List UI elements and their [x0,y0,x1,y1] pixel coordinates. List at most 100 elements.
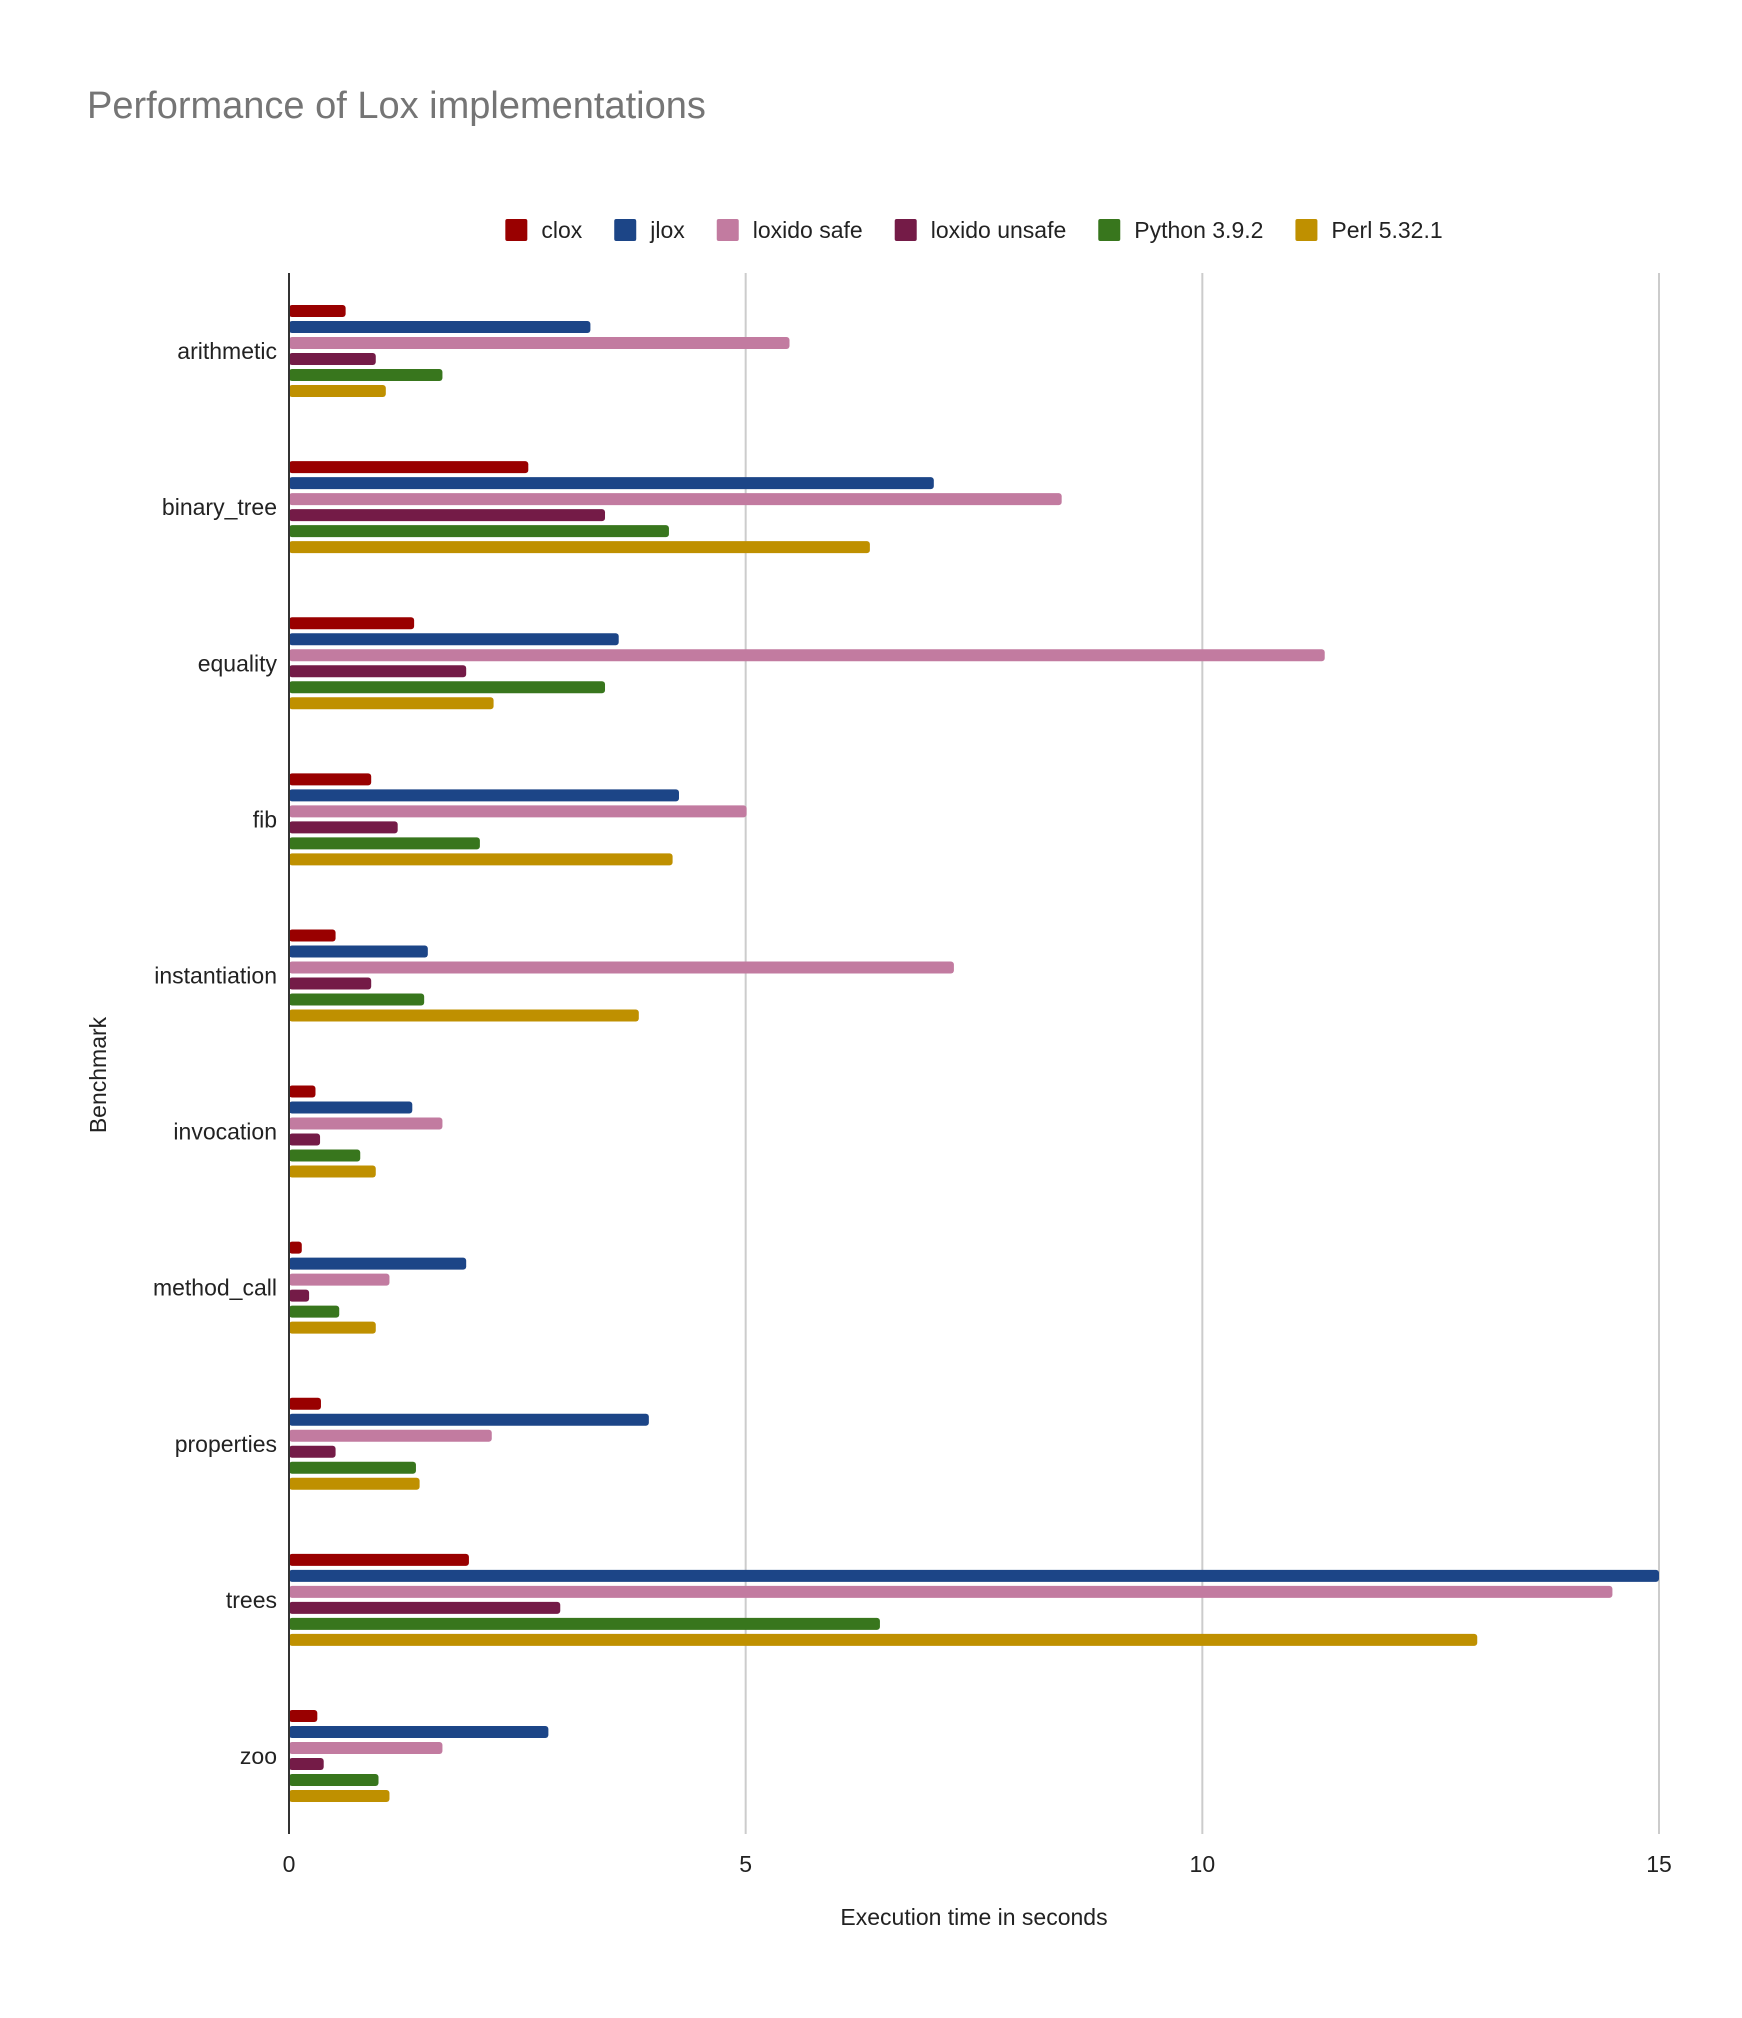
bar [289,961,954,974]
bar [289,1633,1478,1646]
x-axis-label: Execution time in seconds [840,1904,1107,1930]
bar [289,1305,340,1318]
category-label: arithmetic [177,338,277,364]
x-tick-label: 5 [739,1851,752,1877]
bar [289,1257,467,1270]
bar [289,1789,390,1802]
bar [289,337,790,350]
bar [289,1085,316,1098]
legend-swatch [614,219,637,241]
bar [289,1149,361,1162]
bar [289,1101,413,1114]
bar [289,321,591,334]
legend-swatch [894,219,917,241]
legend-label: loxido unsafe [931,217,1067,243]
bar [289,697,494,710]
bar [289,1413,649,1426]
x-tick-label: 10 [1190,1851,1216,1877]
bar [289,477,934,490]
bar [289,805,747,818]
bar [289,305,346,318]
gridlines [744,273,1660,1834]
legend-item: Python 3.9.2 [1098,217,1263,243]
bars [289,305,1659,1802]
legend-label: clox [541,217,582,243]
legend-item: loxido safe [716,217,863,243]
category-label: binary_tree [162,494,277,520]
x-tick-label: 0 [283,1851,296,1877]
legend-item: clox [505,217,583,243]
category-label: method_call [153,1275,277,1301]
bar [289,1477,420,1490]
bar [289,1773,379,1786]
bar [289,789,679,802]
bar [289,1461,416,1474]
y-axis-label: Benchmark [85,1016,111,1133]
bar [289,1757,324,1770]
bar [289,353,376,366]
bar [289,1585,1613,1598]
bar [289,1553,469,1566]
bar [289,821,398,834]
bar [289,837,480,850]
bar [289,993,425,1006]
category-label: invocation [173,1119,277,1145]
bar [289,493,1062,506]
legend-label: Python 3.9.2 [1134,217,1263,243]
bar [289,461,529,474]
category-label: trees [226,1587,277,1613]
bar [289,1569,1659,1582]
bar [289,1397,321,1410]
legend-item: Perl 5.32.1 [1295,217,1443,243]
bar [289,1725,549,1738]
category-labels: arithmetic binary_tree equality fib instanti… [153,338,278,1769]
bar [289,541,870,554]
bar [289,665,467,678]
legend-label: Perl 5.32.1 [1331,217,1442,243]
bar [289,853,673,866]
bar [289,929,336,942]
bar [289,617,415,630]
bar [289,1709,318,1722]
bar [289,1617,880,1630]
bar [289,1321,376,1334]
legend-swatch [716,219,739,241]
legend-item: jlox [614,217,685,243]
category-label: zoo [240,1743,277,1769]
legend-swatch [505,219,528,241]
category-label: instantiation [154,962,277,988]
bar [289,1445,336,1458]
bar [289,977,372,990]
bar [289,369,443,382]
bar [289,1165,376,1178]
category-label: properties [175,1431,277,1457]
bar [289,509,606,522]
bar [289,681,606,694]
bar [289,773,372,786]
chart-title: Performance of Lox implementations [87,85,706,127]
bar [289,649,1325,662]
bar [289,1429,492,1442]
category-label: equality [198,650,278,676]
bar [289,945,428,958]
bar [289,633,619,646]
legend-swatch [1295,219,1318,241]
legend-item: loxido unsafe [894,217,1067,243]
legend-swatch [1098,219,1121,241]
x-tick-labels: 0 5 10 15 [283,1851,1672,1877]
legend-label: loxido safe [753,217,863,243]
bar [289,1241,302,1254]
legend: clox jlox loxido safe loxido unsafe Python 3… [505,217,1443,243]
bar [289,1601,561,1614]
bar [289,385,386,398]
bar [289,1009,639,1022]
bar [289,1289,310,1302]
bar [289,1133,321,1146]
bar [289,525,669,538]
bar [289,1273,390,1286]
bar [289,1117,443,1130]
legend-label: jlox [649,217,685,243]
x-tick-label: 15 [1646,1851,1672,1877]
bar [289,1741,443,1754]
